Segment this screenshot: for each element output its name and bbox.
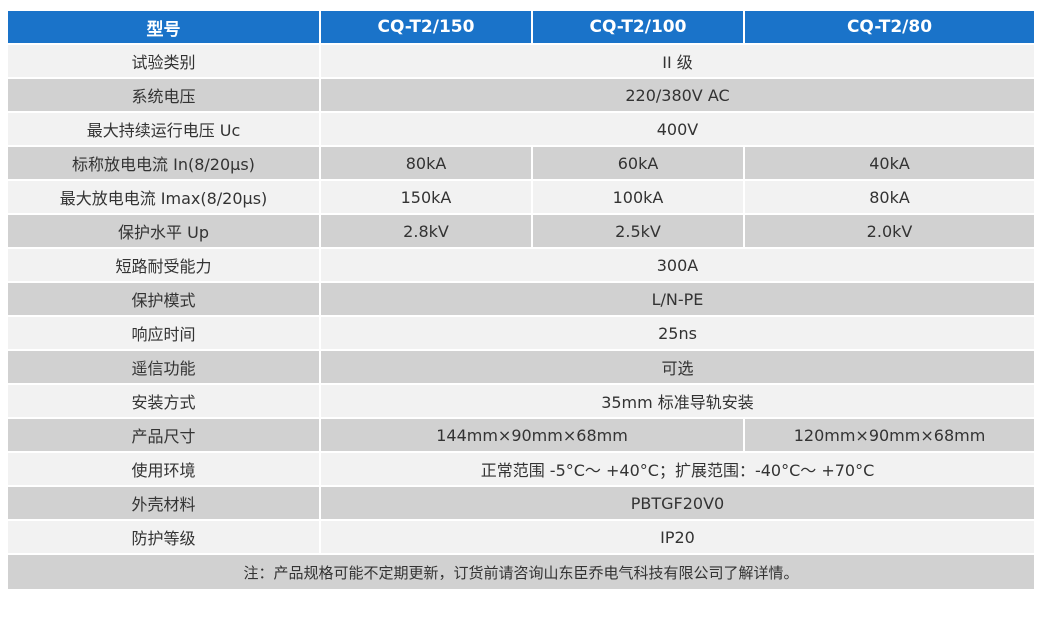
row-value: 正常范围 -5°C～ +40°C；扩展范围：-40°C～ +70°C [319, 451, 1036, 487]
table-row: 遥信功能 可选 [6, 349, 1036, 385]
row-value: 25ns [319, 315, 1036, 351]
row-value: L/N-PE [319, 281, 1036, 317]
table-row: 保护模式 L/N-PE [6, 281, 1036, 317]
header-model-3: CQ-T2/80 [743, 9, 1036, 45]
row-value: 2.0kV [743, 213, 1036, 249]
row-label: 标称放电电流 In(8/20μs) [6, 145, 321, 181]
table-row: 保护水平 Up 2.8kV 2.5kV 2.0kV [6, 213, 1036, 249]
row-label: 使用环境 [6, 451, 321, 487]
row-value: 300A [319, 247, 1036, 283]
table-row: 短路耐受能力 300A [6, 247, 1036, 283]
row-value: IP20 [319, 519, 1036, 555]
row-label: 最大放电电流 Imax(8/20μs) [6, 179, 321, 215]
row-label: 短路耐受能力 [6, 247, 321, 283]
row-label: 最大持续运行电压 Uc [6, 111, 321, 147]
table-row: 产品尺寸 144mm×90mm×68mm 120mm×90mm×68mm [6, 417, 1036, 453]
table-row: 系统电压 220/380V AC [6, 77, 1036, 113]
row-label: 外壳材料 [6, 485, 321, 521]
row-value: PBTGF20V0 [319, 485, 1036, 521]
row-value: 150kA [319, 179, 533, 215]
row-value: 80kA [319, 145, 533, 181]
spec-table: 型号 CQ-T2/150 CQ-T2/100 CQ-T2/80 试验类别 II … [6, 9, 1036, 591]
note-row: 注：产品规格可能不定期更新，订货前请咨询山东臣乔电气科技有限公司了解详情。 [6, 553, 1036, 591]
row-value: 2.8kV [319, 213, 533, 249]
row-value: 80kA [743, 179, 1036, 215]
row-value: 144mm×90mm×68mm [319, 417, 745, 453]
header-model-2: CQ-T2/100 [531, 9, 745, 45]
header-model-1: CQ-T2/150 [319, 9, 533, 45]
row-label: 响应时间 [6, 315, 321, 351]
table-row: 最大放电电流 Imax(8/20μs) 150kA 100kA 80kA [6, 179, 1036, 215]
row-value: 40kA [743, 145, 1036, 181]
row-label: 产品尺寸 [6, 417, 321, 453]
header-label-model: 型号 [6, 9, 321, 45]
table-row: 试验类别 II 级 [6, 43, 1036, 79]
row-value: II 级 [319, 43, 1036, 79]
table-row: 安装方式 35mm 标准导轨安装 [6, 383, 1036, 419]
row-label: 保护水平 Up [6, 213, 321, 249]
row-value: 可选 [319, 349, 1036, 385]
row-value: 120mm×90mm×68mm [743, 417, 1036, 453]
row-label: 防护等级 [6, 519, 321, 555]
row-value: 400V [319, 111, 1036, 147]
footnote: 注：产品规格可能不定期更新，订货前请咨询山东臣乔电气科技有限公司了解详情。 [6, 553, 1036, 591]
row-value: 35mm 标准导轨安装 [319, 383, 1036, 419]
table-row: 外壳材料 PBTGF20V0 [6, 485, 1036, 521]
row-value: 100kA [531, 179, 745, 215]
table-row: 防护等级 IP20 [6, 519, 1036, 555]
table-row: 响应时间 25ns [6, 315, 1036, 351]
table-row: 最大持续运行电压 Uc 400V [6, 111, 1036, 147]
row-label: 保护模式 [6, 281, 321, 317]
table-row: 标称放电电流 In(8/20μs) 80kA 60kA 40kA [6, 145, 1036, 181]
row-label: 遥信功能 [6, 349, 321, 385]
row-value: 60kA [531, 145, 745, 181]
row-label: 试验类别 [6, 43, 321, 79]
row-label: 安装方式 [6, 383, 321, 419]
header-row: 型号 CQ-T2/150 CQ-T2/100 CQ-T2/80 [6, 9, 1036, 45]
table-row: 使用环境 正常范围 -5°C～ +40°C；扩展范围：-40°C～ +70°C [6, 451, 1036, 487]
spec-table-container: 型号 CQ-T2/150 CQ-T2/100 CQ-T2/80 试验类别 II … [6, 9, 1036, 591]
row-value: 220/380V AC [319, 77, 1036, 113]
row-label: 系统电压 [6, 77, 321, 113]
row-value: 2.5kV [531, 213, 745, 249]
